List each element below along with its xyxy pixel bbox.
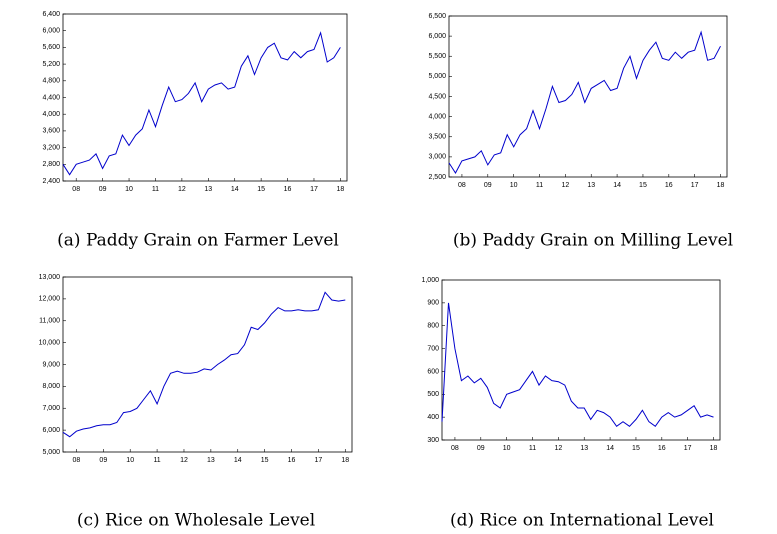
- x-tick-label: 10: [126, 457, 134, 464]
- x-tick-label: 18: [710, 445, 718, 452]
- y-tick-label: 5,500: [428, 53, 446, 60]
- y-tick-label: 5,600: [42, 44, 60, 51]
- y-tick-label: 5,000: [42, 449, 60, 456]
- y-tick-label: 500: [427, 391, 439, 398]
- x-tick-label: 16: [658, 445, 666, 452]
- x-tick-label: 17: [684, 445, 692, 452]
- x-tick-label: 11: [529, 445, 536, 452]
- x-tick-label: 13: [204, 186, 212, 193]
- y-tick-label: 12,000: [39, 296, 61, 303]
- y-tick-label: 5,000: [428, 73, 446, 80]
- x-tick-label: 11: [152, 186, 159, 193]
- x-tick-label: 11: [536, 182, 543, 189]
- caption: (c) Rice on Wholesale Level: [77, 511, 315, 531]
- x-tick-label: 09: [477, 445, 485, 452]
- x-tick-label: 16: [284, 186, 292, 193]
- x-tick-label: 14: [234, 457, 242, 464]
- plot-frame: [441, 279, 721, 441]
- x-tick-label: 08: [73, 457, 81, 464]
- x-tick-label: 13: [580, 445, 588, 452]
- line-series: [448, 30, 721, 174]
- x-tick-label: 10: [503, 445, 511, 452]
- y-tick-label: 3,000: [428, 154, 446, 161]
- y-tick-label: 800: [427, 323, 439, 330]
- x-tick-label: 17: [310, 186, 318, 193]
- x-tick-label: 12: [178, 186, 186, 193]
- x-tick-label: 10: [510, 182, 518, 189]
- y-tick-label: 1,000: [421, 277, 439, 284]
- x-tick-label: 13: [207, 457, 215, 464]
- x-tick-label: 11: [153, 457, 160, 464]
- x-tick-label: 17: [314, 457, 322, 464]
- x-tick-label: 14: [606, 445, 614, 452]
- y-tick-label: 3,600: [42, 128, 60, 135]
- y-tick-label: 5,200: [42, 61, 60, 68]
- x-tick-label: 08: [451, 445, 459, 452]
- y-tick-label: 6,400: [42, 11, 60, 18]
- x-tick-label: 08: [458, 182, 466, 189]
- caption: (d) Rice on International Level: [450, 511, 714, 531]
- y-tick-label: 6,000: [42, 427, 60, 434]
- y-tick-label: 2,400: [42, 178, 60, 185]
- y-tick-label: 9,000: [42, 361, 60, 368]
- y-tick-label: 6,000: [428, 33, 446, 40]
- y-tick-label: 2,500: [428, 174, 446, 181]
- y-tick-label: 4,800: [42, 78, 60, 85]
- y-tick-label: 300: [427, 437, 439, 444]
- caption: (b) Paddy Grain on Milling Level: [453, 231, 733, 251]
- caption: (a) Paddy Grain on Farmer Level: [57, 231, 339, 251]
- x-tick-label: 18: [341, 457, 349, 464]
- y-tick-label: 7,000: [42, 405, 60, 412]
- x-tick-label: 16: [288, 457, 296, 464]
- x-tick-label: 09: [484, 182, 492, 189]
- y-tick-label: 6,500: [428, 13, 446, 20]
- x-tick-label: 18: [336, 186, 344, 193]
- line-series: [441, 302, 714, 428]
- y-tick-label: 400: [427, 414, 439, 421]
- y-tick-label: 4,500: [428, 93, 446, 100]
- y-tick-label: 4,000: [42, 111, 60, 118]
- line-series: [62, 291, 346, 438]
- x-tick-label: 09: [99, 186, 107, 193]
- plot-frame: [62, 13, 348, 182]
- x-tick-label: 14: [613, 182, 621, 189]
- x-tick-label: 12: [180, 457, 188, 464]
- y-tick-label: 3,200: [42, 144, 60, 151]
- y-tick-label: 10,000: [39, 339, 61, 346]
- x-tick-label: 17: [691, 182, 699, 189]
- x-tick-label: 13: [587, 182, 595, 189]
- y-tick-label: 8,000: [42, 383, 60, 390]
- y-tick-label: 4,000: [428, 113, 446, 120]
- x-tick-label: 16: [665, 182, 673, 189]
- plot-frame: [62, 276, 353, 453]
- x-tick-label: 15: [639, 182, 647, 189]
- y-tick-label: 3,500: [428, 134, 446, 141]
- x-tick-label: 15: [632, 445, 640, 452]
- y-tick-label: 2,800: [42, 161, 60, 168]
- x-tick-label: 15: [261, 457, 269, 464]
- x-tick-label: 15: [257, 186, 265, 193]
- x-tick-label: 10: [125, 186, 133, 193]
- y-tick-label: 6,000: [42, 28, 60, 35]
- x-tick-label: 14: [231, 186, 239, 193]
- x-tick-label: 09: [99, 457, 107, 464]
- y-tick-label: 11,000: [39, 318, 60, 325]
- x-tick-label: 18: [717, 182, 725, 189]
- x-tick-label: 08: [72, 186, 80, 193]
- line-series: [62, 31, 341, 176]
- x-tick-label: 12: [561, 182, 569, 189]
- y-tick-label: 600: [427, 368, 439, 375]
- x-tick-label: 12: [554, 445, 562, 452]
- y-tick-label: 4,400: [42, 94, 60, 101]
- y-tick-label: 700: [427, 345, 439, 352]
- y-tick-label: 900: [427, 300, 439, 307]
- y-tick-label: 13,000: [39, 274, 61, 281]
